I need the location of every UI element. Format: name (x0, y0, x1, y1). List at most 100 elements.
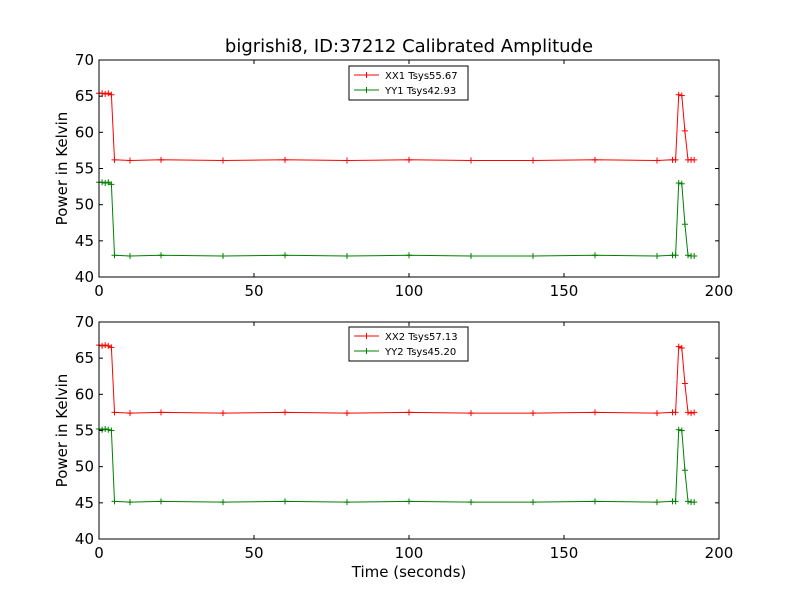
y-tick-label: 65 (75, 349, 94, 367)
data-point (111, 252, 118, 259)
series-line (98, 428, 695, 503)
chart-panel-2: 0 50 100 150 200 40 45 50 55 60 65 70 Power in Kelvi… (53, 313, 733, 581)
chart-title: bigrishi8, ID:37212 Calibrated Amplitude (225, 36, 593, 57)
data-point (344, 499, 350, 506)
data-point (675, 91, 682, 98)
y-tick-label: 60 (75, 385, 94, 403)
data-point (406, 252, 412, 259)
data-point (108, 91, 115, 98)
data-point (672, 252, 679, 259)
legend-label: XX2 Tsys57.13 (385, 332, 458, 343)
data-point (105, 179, 112, 186)
data-point (672, 498, 679, 505)
x-tick-label: 50 (244, 282, 263, 300)
data-point (691, 409, 698, 416)
y-tick-label: 45 (75, 232, 94, 250)
legend-marker (363, 348, 370, 354)
y-tick-label: 40 (75, 530, 94, 548)
chart-panel-1: bigrishi8, ID:37212 Calibrated Amplitude… (53, 36, 733, 300)
data-point (592, 409, 598, 416)
y-tick-label: 60 (75, 123, 94, 141)
data-point (99, 179, 106, 186)
data-point (592, 498, 598, 505)
legend-marker (363, 72, 370, 78)
data-point (678, 180, 685, 187)
series-line (99, 92, 695, 162)
data-point (406, 409, 412, 416)
data-point (108, 344, 115, 351)
data-point (111, 409, 118, 416)
data-point (282, 409, 288, 416)
legend: XX1 Tsys55.67 YY1 Tsys42.93 (348, 65, 469, 101)
data-point (220, 157, 226, 164)
data-point (592, 156, 598, 163)
data-point (675, 343, 682, 350)
data-point (654, 253, 660, 260)
legend-item-1: XX2 Tsys57.13 (354, 332, 458, 343)
data-point (99, 90, 106, 97)
data-point (685, 498, 691, 505)
data-point (468, 253, 474, 260)
y-axis-label: Power in Kelvin (53, 112, 71, 226)
y-axis-label: Power in Kelvin (53, 374, 71, 488)
data-point (220, 410, 226, 417)
data-point (220, 499, 226, 506)
data-point (282, 498, 288, 505)
data-point (282, 156, 288, 163)
y-tick-label: 70 (75, 51, 94, 69)
y-tick-label: 40 (75, 268, 94, 286)
data-point (108, 427, 115, 434)
legend-marker (363, 87, 370, 93)
data-point (102, 90, 109, 97)
data-point (406, 156, 412, 163)
x-tick-label: 200 (705, 544, 734, 562)
data-point (127, 157, 133, 164)
data-point (108, 181, 115, 188)
data-point (530, 157, 536, 164)
legend-item-2: YY2 Tsys45.20 (354, 347, 456, 358)
legend-label: YY1 Tsys42.93 (384, 86, 456, 97)
data-point (685, 252, 691, 259)
x-axis-label: Time (seconds) (351, 563, 467, 581)
data-point (681, 467, 688, 474)
data-point (220, 253, 226, 260)
data-point (105, 90, 112, 97)
data-point (530, 499, 536, 506)
legend-item-2: YY1 Tsys42.93 (354, 86, 456, 97)
y-tick-label: 55 (75, 422, 94, 440)
y-tick-label: 50 (75, 458, 94, 476)
x-tick-label: 150 (550, 544, 579, 562)
data-point (102, 342, 109, 349)
series-2 (96, 426, 698, 506)
legend-label: YY2 Tsys45.20 (384, 347, 456, 358)
data-point (158, 498, 164, 505)
data-point (99, 342, 106, 349)
data-point (102, 426, 109, 433)
data-point (685, 409, 691, 416)
x-tick-label: 150 (550, 282, 579, 300)
data-point (111, 156, 118, 163)
x-tick-label: 200 (705, 282, 734, 300)
data-point (127, 253, 133, 260)
data-point (530, 410, 536, 417)
y-tick-label: 50 (75, 196, 94, 214)
data-point (105, 342, 112, 349)
data-point (344, 253, 350, 260)
data-point (111, 498, 118, 505)
data-point (654, 157, 660, 164)
data-point (282, 252, 288, 259)
data-point (688, 410, 695, 417)
series-2 (96, 179, 698, 260)
data-point (678, 92, 685, 99)
data-point (672, 156, 679, 163)
data-point (654, 410, 660, 417)
data-point (127, 410, 133, 417)
data-point (675, 426, 682, 433)
series-1 (96, 342, 698, 417)
data-point (691, 253, 698, 260)
series-1 (96, 90, 698, 164)
data-point (468, 410, 474, 417)
y-tick-label: 65 (75, 87, 94, 105)
legend: XX2 Tsys57.13 YY2 Tsys45.20 (348, 326, 469, 362)
legend-label: XX1 Tsys55.67 (385, 71, 458, 82)
